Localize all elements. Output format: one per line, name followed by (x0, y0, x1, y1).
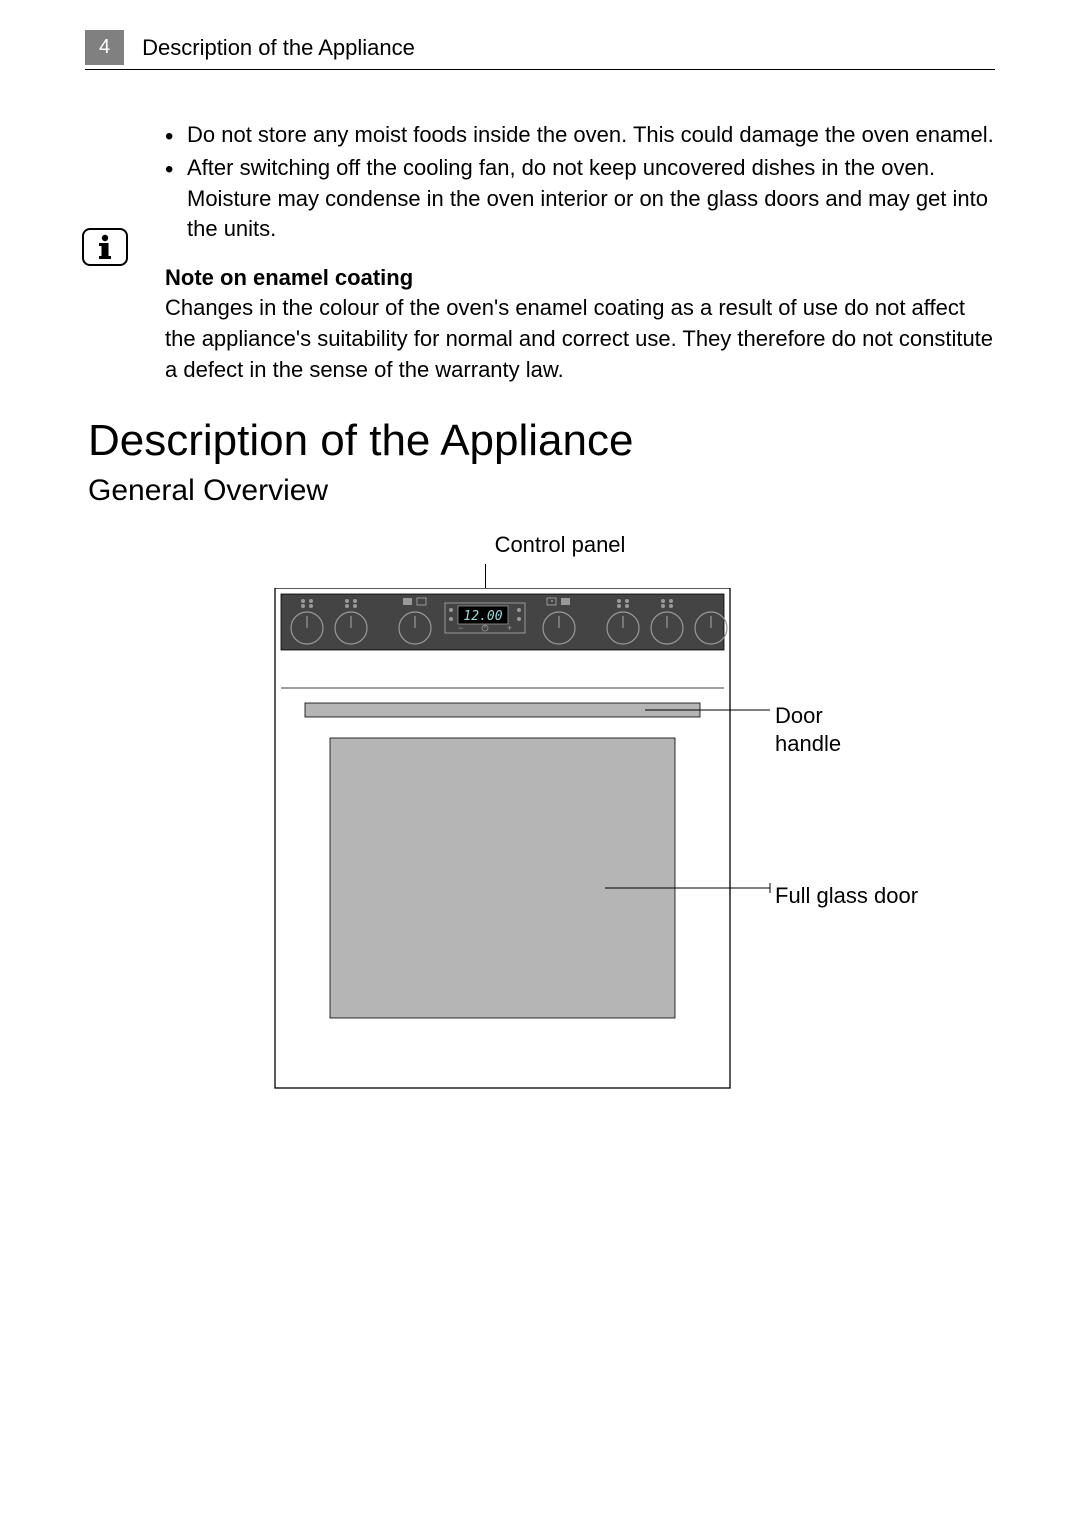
svg-text:12.00: 12.00 (463, 609, 502, 624)
header-title: Description of the Appliance (142, 35, 415, 61)
note-title: Note on enamel coating (165, 265, 995, 291)
subsection-heading: General Overview (88, 474, 995, 508)
page-header: 4 Description of the Appliance (85, 30, 995, 70)
leader-line-top (485, 564, 486, 588)
note-text: Changes in the colour of the oven's enam… (165, 293, 995, 385)
safety-bullet-list: Do not store any moist foods inside the … (165, 120, 995, 245)
appliance-diagram: Control panel (245, 532, 995, 1108)
svg-text:−: − (458, 623, 463, 633)
section-heading: Description of the Appliance (88, 416, 995, 466)
info-icon (82, 228, 128, 266)
diagram-label-door-handle: Doorhandle (775, 702, 841, 759)
svg-text:+: + (507, 623, 512, 633)
appliance-svg: 12.00 − + (245, 588, 995, 1108)
page-content: Do not store any moist foods inside the … (165, 120, 995, 1108)
diagram-label-full-glass-door: Full glass door (775, 882, 918, 911)
bullet-item: After switching off the cooling fan, do … (165, 153, 995, 245)
bullet-item: Do not store any moist foods inside the … (165, 120, 995, 151)
page-number: 4 (85, 30, 124, 65)
diagram-label-control-panel: Control panel (125, 532, 995, 558)
